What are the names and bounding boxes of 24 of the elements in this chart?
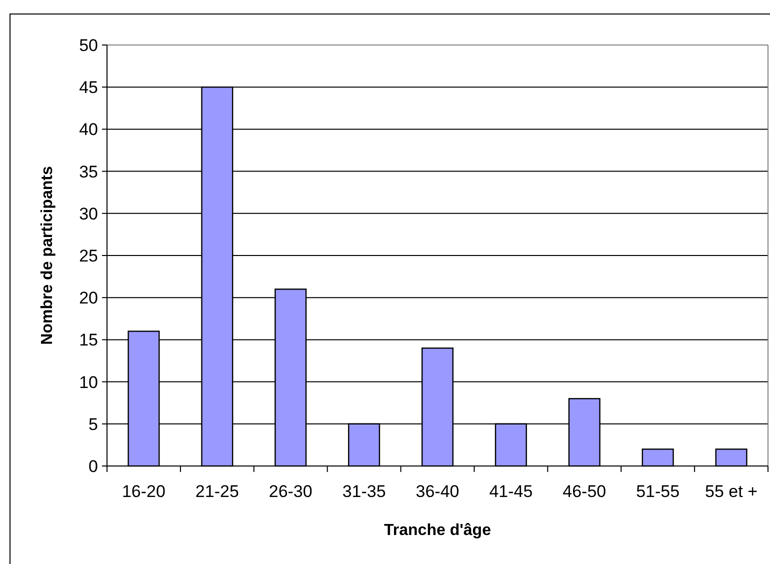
x-tick-label: 51-55 [636,482,680,501]
y-tick-label: 5 [88,414,98,434]
x-tick-label: 46-50 [562,482,606,501]
y-tick-label: 10 [79,372,98,392]
y-axis-title: Nombre de participants [39,166,56,345]
y-tick-label: 0 [88,456,98,476]
x-tick-label: 26-30 [268,482,312,501]
x-tick-label: 36-40 [416,482,460,501]
y-tick-label: 35 [79,162,98,182]
x-tick-label: 31-35 [342,482,386,501]
y-tick-label: 50 [79,36,98,55]
bar [642,448,674,467]
y-tick-label: 15 [79,330,98,350]
x-tick-label: 16-20 [122,482,166,501]
y-tick-label: 20 [79,288,98,308]
bar [715,448,748,467]
x-axis-title: Tranche d'âge [384,522,492,539]
y-tick-label: 30 [79,204,98,224]
y-tick-label: 25 [79,246,98,266]
x-tick-label: 21-25 [195,482,239,501]
x-tick-label: 55 et + [705,482,758,501]
y-tick-label: 40 [79,120,98,140]
y-tick-label: 45 [79,78,98,98]
x-tick-label: 41-45 [489,482,533,501]
